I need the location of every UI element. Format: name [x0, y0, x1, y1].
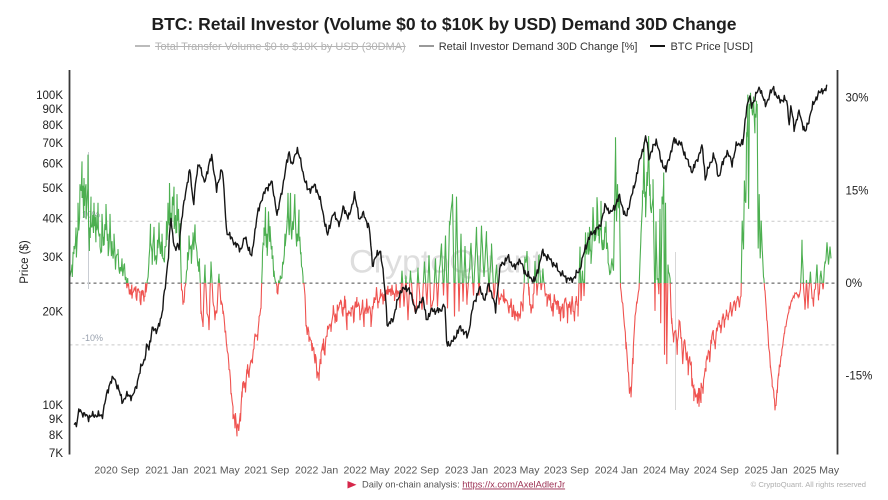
svg-text:15%: 15% — [846, 185, 869, 197]
svg-text:-15%: -15% — [846, 371, 873, 383]
svg-text:40K: 40K — [43, 213, 64, 225]
svg-text:50K: 50K — [43, 183, 64, 195]
svg-text:8K: 8K — [49, 430, 63, 442]
svg-text:2024 Jan: 2024 Jan — [595, 465, 638, 477]
svg-text:2024 May: 2024 May — [643, 465, 690, 477]
svg-text:0%: 0% — [846, 278, 863, 290]
svg-text:2025 Jan: 2025 Jan — [744, 465, 787, 477]
svg-text:© CryptoQuant. All rights rese: © CryptoQuant. All rights reserved — [751, 480, 866, 489]
svg-text:2023 Jan: 2023 Jan — [445, 465, 488, 477]
svg-text:10K: 10K — [43, 400, 64, 412]
svg-text:70K: 70K — [43, 138, 64, 150]
svg-text:2022 May: 2022 May — [344, 465, 391, 477]
svg-text:Price ($): Price ($) — [19, 240, 31, 284]
svg-text:7K: 7K — [49, 448, 63, 460]
svg-text:9K: 9K — [49, 414, 63, 426]
svg-text:2024 Sep: 2024 Sep — [694, 465, 739, 477]
svg-text:2020 Sep: 2020 Sep — [94, 465, 139, 477]
svg-text:2021 Sep: 2021 Sep — [244, 465, 289, 477]
svg-text:2025 May: 2025 May — [793, 465, 840, 477]
svg-text:100K: 100K — [36, 90, 63, 102]
svg-text:2022 Sep: 2022 Sep — [394, 465, 439, 477]
svg-text:2021 Jan: 2021 Jan — [145, 465, 188, 477]
svg-text:Daily on-chain analysis: https: Daily on-chain analysis: https://x.com/A… — [362, 480, 565, 490]
svg-text:2023 Sep: 2023 Sep — [544, 465, 589, 477]
svg-text:-10%: -10% — [82, 333, 103, 343]
svg-text:60K: 60K — [43, 159, 64, 171]
svg-text:80K: 80K — [43, 120, 64, 132]
svg-text:30K: 30K — [43, 252, 64, 264]
svg-text:2023 May: 2023 May — [493, 465, 540, 477]
svg-text:2021 May: 2021 May — [194, 465, 241, 477]
svg-text:20K: 20K — [43, 307, 64, 319]
svg-text:30%: 30% — [846, 93, 869, 105]
svg-text:90K: 90K — [43, 104, 64, 116]
svg-text:2022 Jan: 2022 Jan — [295, 465, 338, 477]
